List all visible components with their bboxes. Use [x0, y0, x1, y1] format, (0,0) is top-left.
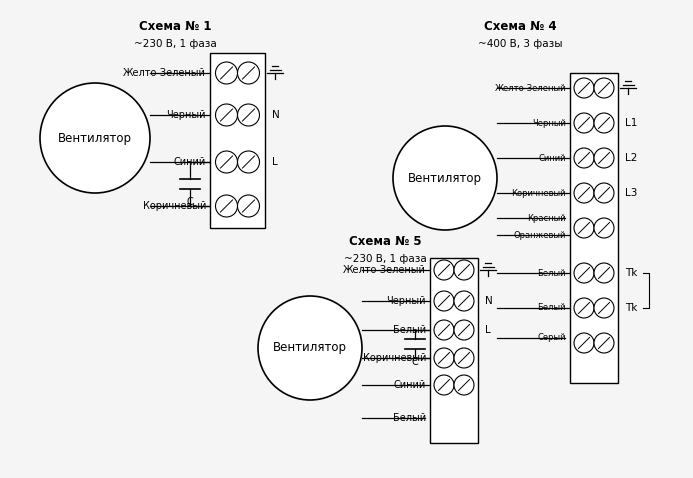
Text: Белый: Белый — [538, 269, 566, 278]
Text: L: L — [485, 325, 491, 335]
Circle shape — [238, 104, 259, 126]
Circle shape — [258, 296, 362, 400]
Text: C: C — [412, 357, 419, 367]
Circle shape — [454, 320, 474, 340]
Circle shape — [594, 218, 614, 238]
Text: Коричневый: Коричневый — [362, 353, 426, 363]
Text: Схема № 1: Схема № 1 — [139, 20, 211, 33]
Text: L2: L2 — [625, 153, 638, 163]
Circle shape — [216, 195, 238, 217]
Circle shape — [594, 148, 614, 168]
Text: L1: L1 — [625, 118, 638, 128]
Circle shape — [434, 320, 454, 340]
Text: C: C — [186, 197, 193, 207]
Circle shape — [574, 263, 594, 283]
Bar — [430, 258, 478, 443]
Text: Вентилятор: Вентилятор — [273, 341, 347, 355]
Text: Вентилятор: Вентилятор — [408, 172, 482, 185]
Bar — [570, 73, 618, 383]
Circle shape — [238, 195, 259, 217]
Text: Вентилятор: Вентилятор — [58, 131, 132, 144]
Circle shape — [434, 291, 454, 311]
Text: ~230 В, 1 фаза: ~230 В, 1 фаза — [134, 39, 216, 49]
Text: N: N — [485, 296, 493, 306]
Circle shape — [216, 62, 238, 84]
Text: Синий: Синий — [174, 157, 206, 167]
Text: Белый: Белый — [538, 304, 566, 313]
Circle shape — [574, 183, 594, 203]
Text: Белый: Белый — [393, 325, 426, 335]
Circle shape — [594, 333, 614, 353]
Text: Синий: Синий — [538, 153, 566, 163]
Text: N: N — [272, 110, 280, 120]
Circle shape — [574, 113, 594, 133]
Circle shape — [574, 78, 594, 98]
Text: Tk: Tk — [625, 303, 638, 313]
Text: Черный: Черный — [532, 119, 566, 128]
Circle shape — [40, 83, 150, 193]
Text: Tk: Tk — [625, 268, 638, 278]
Text: Черный: Черный — [166, 110, 206, 120]
Circle shape — [574, 218, 594, 238]
Text: Желто-Зеленый: Желто-Зеленый — [123, 68, 206, 78]
Circle shape — [594, 263, 614, 283]
Circle shape — [216, 151, 238, 173]
Circle shape — [454, 291, 474, 311]
Circle shape — [574, 148, 594, 168]
Text: ~230 В, 1 фаза: ~230 В, 1 фаза — [344, 254, 426, 264]
Circle shape — [434, 375, 454, 395]
Text: Красный: Красный — [527, 214, 566, 222]
Text: Схема № 5: Схема № 5 — [349, 235, 421, 248]
Bar — [210, 53, 265, 228]
Circle shape — [454, 375, 474, 395]
Text: L: L — [272, 157, 278, 167]
Circle shape — [238, 62, 259, 84]
Circle shape — [594, 113, 614, 133]
Text: Коричневый: Коричневый — [143, 201, 206, 211]
Text: Желто-Зеленый: Желто-Зеленый — [343, 265, 426, 275]
Circle shape — [238, 151, 259, 173]
Text: Желто-Зеленый: Желто-Зеленый — [495, 84, 566, 93]
Circle shape — [454, 260, 474, 280]
Circle shape — [594, 298, 614, 318]
Text: Коричневый: Коричневый — [511, 188, 566, 197]
Text: L3: L3 — [625, 188, 638, 198]
Circle shape — [393, 126, 497, 230]
Circle shape — [594, 183, 614, 203]
Circle shape — [574, 298, 594, 318]
Circle shape — [216, 104, 238, 126]
Circle shape — [454, 348, 474, 368]
Circle shape — [434, 260, 454, 280]
Text: Серый: Серый — [538, 334, 566, 343]
Circle shape — [574, 333, 594, 353]
Text: ~400 В, 3 фазы: ~400 В, 3 фазы — [477, 39, 562, 49]
Circle shape — [434, 348, 454, 368]
Text: Схема № 4: Схема № 4 — [484, 20, 556, 33]
Circle shape — [594, 78, 614, 98]
Text: Белый: Белый — [393, 413, 426, 423]
Text: Черный: Черный — [387, 296, 426, 306]
Text: Синий: Синий — [394, 380, 426, 390]
Text: Оранжевый: Оранжевый — [514, 230, 566, 239]
